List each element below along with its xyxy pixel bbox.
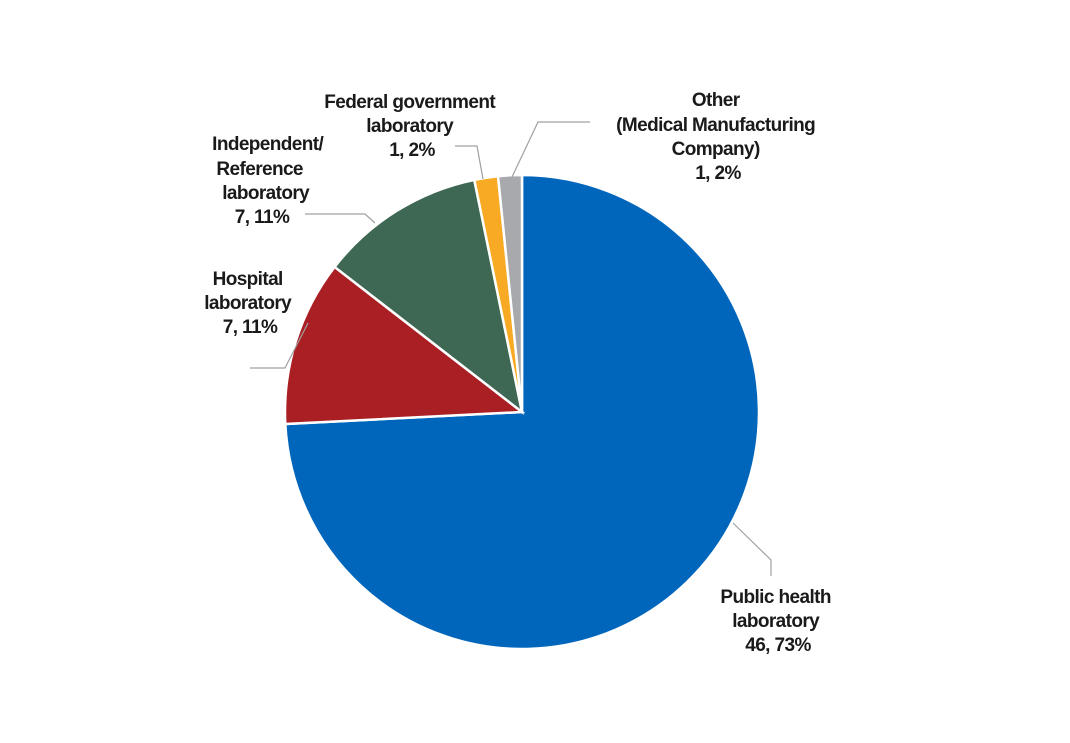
leader-line-federal — [455, 145, 484, 180]
data-label-hospital: Hospital laboratory 7, 11% — [204, 269, 296, 338]
pie-slices — [283, 173, 761, 651]
data-label-independent: Independent/ Reference laboratory 7, 11% — [212, 134, 328, 228]
pie-slice-other — [496, 173, 524, 413]
leader-line-hospital — [250, 322, 309, 369]
pie-slice-hospital — [283, 265, 526, 426]
leader-line-other — [511, 121, 590, 178]
data-label-federal: Federal government laboratory 1, 2% — [324, 92, 500, 161]
leader-line-public-health — [732, 522, 772, 576]
pie-slice-independent — [332, 178, 524, 416]
leader-line-independent — [305, 213, 376, 224]
data-label-public-health: Public health laboratory 46, 73% — [720, 587, 835, 656]
data-label-other: Other (Medical Manufacturing Company) 1,… — [616, 90, 820, 184]
